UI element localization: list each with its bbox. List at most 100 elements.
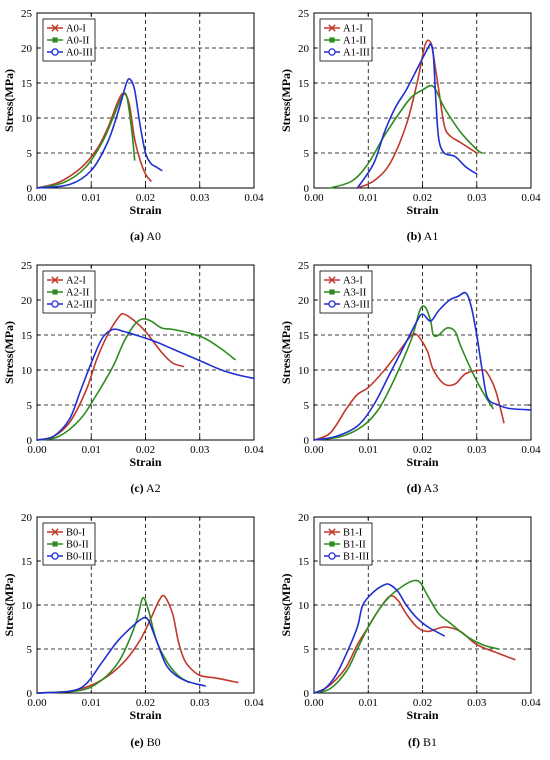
series-line — [36, 616, 206, 694]
y-tick-label: 15 — [298, 556, 310, 568]
caption-letter: (a) — [130, 229, 144, 243]
y-tick-label: 0 — [304, 183, 310, 195]
y-tick-label: 20 — [298, 295, 310, 307]
y-tick-label: 0 — [27, 183, 33, 195]
x-tick-label: 0.01 — [359, 192, 378, 204]
y-tick-label: 10 — [298, 113, 310, 125]
y-tick-label: 10 — [298, 365, 310, 377]
series-line — [36, 92, 136, 189]
panel-caption: (d) A3 — [407, 481, 439, 495]
series-A2-I — [36, 313, 185, 441]
chart-panel-a: 0.00 0.01 0.02 0.03 0.04 0 5 10 15 20 25 Strain Stre… — [2, 8, 264, 243]
series-A0-I — [36, 92, 152, 189]
series-line — [313, 579, 500, 694]
y-tick-label: 0 — [304, 688, 310, 700]
series-A2-III — [36, 328, 255, 441]
panel-caption: (a) A0 — [130, 229, 161, 243]
legend-label: A3-II — [343, 288, 367, 299]
series-A1-I — [356, 39, 478, 189]
series-A0-II — [36, 92, 136, 189]
y-tick-label: 5 — [27, 644, 33, 656]
series-A2-II — [36, 317, 236, 441]
x-tick-label: 0.02 — [413, 697, 432, 709]
caption-name: A2 — [144, 481, 161, 495]
caption-letter: (d) — [407, 481, 422, 495]
legend-marker — [328, 24, 336, 32]
legend-marker — [328, 552, 336, 560]
legend-marker — [51, 552, 59, 560]
y-tick-label: 25 — [21, 260, 33, 272]
y-tick-label: 10 — [21, 113, 33, 125]
caption-name: A0 — [144, 229, 161, 243]
x-tick-label: 0.00 — [27, 697, 47, 709]
x-tick-label: 0.04 — [521, 697, 541, 709]
caption-letter: (c) — [130, 481, 143, 495]
legend-marker — [52, 541, 58, 547]
legend-label: A0-I — [66, 24, 86, 35]
x-tick-label: 0.02 — [136, 697, 155, 709]
series-line — [329, 84, 483, 189]
y-tick-label: 10 — [298, 600, 310, 612]
legend-label: B0-I — [66, 528, 86, 539]
series-A1-II — [329, 84, 483, 189]
caption-letter: (f) — [408, 735, 420, 749]
caption-name: B1 — [420, 735, 437, 749]
series-line — [313, 583, 445, 694]
y-tick-label: 10 — [21, 600, 33, 612]
x-tick-label: 0.01 — [82, 192, 101, 204]
y-tick-label: 10 — [21, 365, 33, 377]
y-axis-label: Stress(MPa) — [2, 69, 16, 132]
y-tick-label: 0 — [304, 435, 310, 447]
y-tick-label: 5 — [304, 644, 310, 656]
x-axis-label: Strain — [406, 708, 438, 722]
y-tick-label: 25 — [298, 260, 310, 272]
series-A1-III — [356, 43, 478, 189]
series-line — [36, 313, 185, 441]
series-line — [36, 92, 152, 189]
series-line — [36, 317, 236, 441]
y-tick-label: 15 — [298, 330, 310, 342]
x-axis-label: Strain — [406, 203, 438, 217]
series-B0-III — [36, 616, 206, 694]
y-tick-label: 20 — [298, 512, 310, 524]
legend-marker — [51, 48, 59, 56]
legend-label: B1-I — [343, 528, 363, 539]
y-tick-label: 20 — [298, 43, 310, 55]
legend-marker — [52, 289, 58, 295]
legend-label: A1-II — [343, 36, 367, 47]
x-tick-label: 0.04 — [244, 444, 264, 456]
x-tick-label: 0.01 — [82, 444, 101, 456]
y-tick-label: 15 — [21, 556, 33, 568]
x-tick-label: 0.02 — [413, 192, 432, 204]
series-line — [36, 328, 255, 441]
x-axis-label: Strain — [406, 455, 438, 469]
panel-caption: (c) A2 — [130, 481, 160, 495]
x-tick-label: 0.01 — [82, 697, 101, 709]
legend-marker — [328, 48, 336, 56]
series-line — [313, 291, 532, 441]
x-tick-label: 0.00 — [304, 697, 324, 709]
x-tick-label: 0.04 — [244, 697, 264, 709]
legend-label: B0-III — [66, 552, 93, 563]
x-tick-label: 0.03 — [190, 192, 210, 204]
series-A3-III — [313, 291, 532, 441]
y-axis-label: Stress(MPa) — [2, 573, 16, 636]
x-tick-label: 0.03 — [467, 697, 487, 709]
x-axis-label: Strain — [129, 708, 161, 722]
y-tick-label: 5 — [304, 400, 310, 412]
legend-marker — [328, 300, 336, 308]
y-tick-label: 15 — [21, 78, 33, 90]
legend-marker — [51, 300, 59, 308]
chart-panel-d: 0.00 0.01 0.02 0.03 0.04 0 5 10 15 20 25 Strain Stre… — [279, 260, 541, 495]
x-tick-label: 0.01 — [359, 444, 378, 456]
caption-name: B0 — [144, 735, 161, 749]
legend-marker — [52, 37, 58, 43]
y-axis-label: Stress(MPa) — [279, 573, 293, 636]
legend-label: A0-III — [66, 48, 93, 59]
x-axis-label: Strain — [129, 455, 161, 469]
legend-marker — [51, 24, 59, 32]
legend-label: A1-I — [343, 24, 363, 35]
y-axis-label: Stress(MPa) — [279, 69, 293, 132]
y-tick-label: 0 — [27, 688, 33, 700]
panel-caption: (f) B1 — [408, 735, 437, 749]
